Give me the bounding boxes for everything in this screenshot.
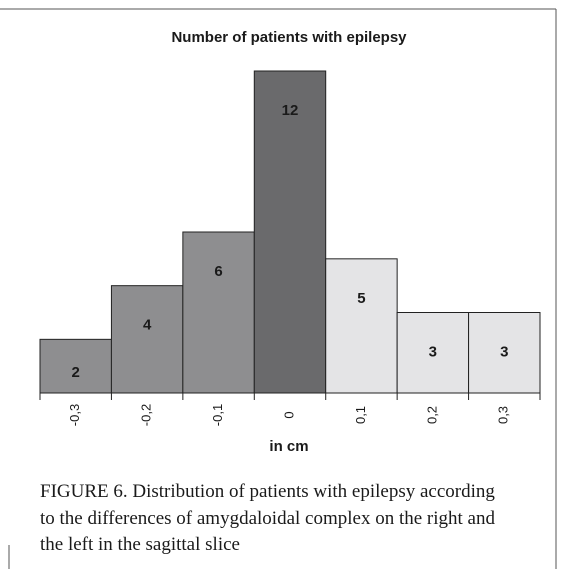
caption-line: to the differences of amygdaloidal compl… bbox=[40, 508, 495, 529]
x-tick-label: 0 bbox=[281, 411, 296, 418]
x-tick-label: -0,2 bbox=[139, 404, 154, 426]
bar bbox=[396, 312, 470, 394]
x-tick-label: 0,3 bbox=[496, 406, 511, 424]
bar bbox=[253, 70, 327, 394]
caption-line: the left in the sagittal slice bbox=[40, 534, 240, 555]
value-label: 2 bbox=[72, 364, 80, 381]
bar bbox=[39, 338, 112, 394]
bar bbox=[325, 258, 398, 394]
x-tick-label: 0,2 bbox=[424, 406, 439, 424]
x-tick-label: 0,1 bbox=[353, 406, 368, 424]
value-label: 6 bbox=[214, 263, 222, 280]
value-label: 3 bbox=[429, 343, 437, 360]
caption-line: FIGURE 6. Distribution of patients with … bbox=[40, 481, 495, 502]
value-label: 12 bbox=[282, 102, 299, 119]
bar bbox=[182, 231, 255, 394]
chart-title: Number of patients with epilepsy bbox=[171, 29, 407, 46]
x-tick-label: -0,1 bbox=[210, 404, 225, 426]
x-axis-label: in cm bbox=[269, 438, 308, 455]
x-tick-label: -0,3 bbox=[67, 404, 82, 426]
bar bbox=[110, 285, 184, 394]
value-label: 5 bbox=[357, 290, 365, 307]
value-label: 3 bbox=[500, 343, 508, 360]
value-label: 4 bbox=[143, 317, 152, 334]
bar bbox=[468, 312, 541, 394]
